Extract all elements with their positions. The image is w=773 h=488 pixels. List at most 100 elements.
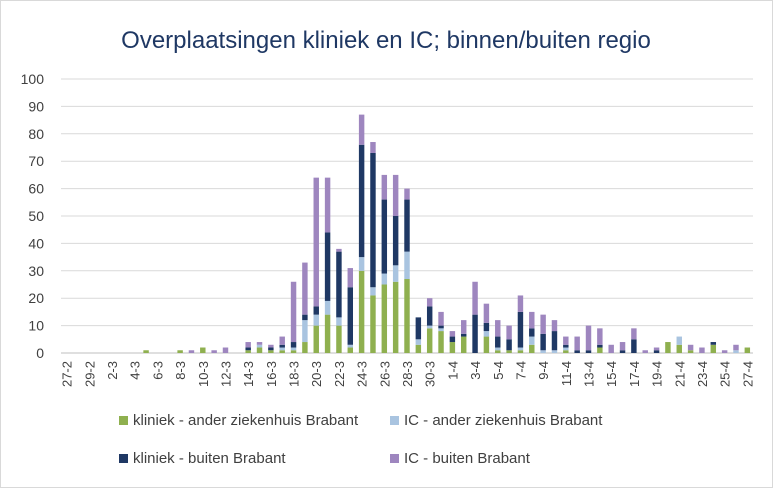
bar-segment <box>551 320 558 332</box>
x-tick-label: 18-3 <box>287 361 302 387</box>
bar-segment <box>358 114 365 145</box>
bar-segment <box>245 347 251 351</box>
bar-segment <box>551 331 558 351</box>
bar-segment <box>472 281 478 315</box>
legend-label: IC - buiten Brabant <box>404 450 531 467</box>
x-tick-label: 10-3 <box>196 361 211 387</box>
bar-segment <box>687 350 694 353</box>
bar-segment <box>302 262 308 315</box>
bar-segment <box>245 350 251 353</box>
bar-segment <box>733 350 739 353</box>
bar-segment <box>585 325 592 351</box>
legend-swatch <box>119 454 128 463</box>
bar-segment <box>347 347 354 353</box>
bar-segment <box>404 279 410 353</box>
bar-segment <box>268 347 274 351</box>
bar-segment <box>143 350 149 353</box>
x-tick-label: 14-3 <box>241 361 256 387</box>
x-tick-label: 4-3 <box>128 361 143 380</box>
bar-segment <box>290 350 297 353</box>
bar-segment <box>404 188 410 200</box>
bar-segment <box>336 325 342 353</box>
x-tick-label: 23-4 <box>695 361 710 387</box>
bar-segment <box>449 331 456 337</box>
bar-segment <box>642 350 648 353</box>
bar-segment <box>744 347 751 353</box>
x-tick-label: 26-3 <box>377 361 392 387</box>
bar-segment <box>302 320 308 343</box>
bar-segment <box>200 347 206 353</box>
bar-segment <box>495 347 501 351</box>
bar-segment <box>540 350 546 353</box>
y-tick-label: 60 <box>28 181 44 197</box>
x-tick-label: 13-4 <box>582 361 597 387</box>
bar-segment <box>597 328 603 345</box>
x-tick-label: 28-3 <box>400 361 415 387</box>
x-tick-label: 27-2 <box>60 361 75 387</box>
y-tick-label: 0 <box>36 345 44 361</box>
x-tick-label: 27-4 <box>740 361 755 387</box>
bar-segment <box>279 344 285 348</box>
bar-segment <box>370 152 376 288</box>
bar-segment <box>290 342 297 348</box>
bar-segment <box>563 336 569 345</box>
bar-segment <box>279 350 285 353</box>
bar-segment <box>517 295 524 312</box>
bar-segment <box>517 347 524 351</box>
bar-segment <box>256 347 263 353</box>
x-tick-label: 17-4 <box>627 361 642 387</box>
bar-segment <box>279 347 285 351</box>
x-tick-label: 3-4 <box>468 361 483 380</box>
bar-segment <box>347 268 354 288</box>
bar-segment <box>529 311 535 329</box>
bar-segment <box>358 257 365 271</box>
x-tick-label: 6-3 <box>150 361 165 380</box>
y-axis-ticks: 0 10 20 30 40 50 60 70 80 90 100 <box>21 71 45 361</box>
y-tick-label: 40 <box>28 235 44 251</box>
bar-segment <box>495 336 501 348</box>
bar-segment <box>460 336 467 353</box>
bar-segment <box>438 328 444 332</box>
bar-segment <box>506 325 512 340</box>
bars <box>143 114 751 353</box>
x-tick-label: 25-4 <box>718 361 733 387</box>
bar-segment <box>585 350 592 353</box>
bar-segment <box>211 350 217 353</box>
bar-segment <box>540 333 546 351</box>
bar-segment <box>710 344 717 353</box>
bar-segment <box>619 350 626 353</box>
chart-title: Overplaatsingen kliniek en IC; binnen/bu… <box>121 27 651 54</box>
bar-segment <box>313 177 319 307</box>
bar-segment <box>392 174 399 216</box>
y-tick-label: 10 <box>28 318 44 334</box>
bar-segment <box>529 336 535 345</box>
y-tick-label: 20 <box>28 290 44 306</box>
legend: kliniek - ander ziekenhuis Brabant IC - a… <box>119 412 603 467</box>
legend-label: kliniek - ander ziekenhuis Brabant <box>133 412 359 429</box>
x-tick-label: 2-3 <box>105 361 120 380</box>
bar-segment <box>506 350 512 353</box>
bar-segment <box>358 270 365 353</box>
bar-segment <box>347 287 354 345</box>
bar-segment <box>177 350 183 353</box>
bar-segment <box>597 347 603 353</box>
bar-segment <box>517 350 524 353</box>
legend-swatch <box>119 416 128 425</box>
bar-segment <box>426 306 433 326</box>
bar-segment <box>313 306 319 315</box>
bar-segment <box>540 314 546 334</box>
bar-segment <box>483 331 490 337</box>
bar-segment <box>324 314 331 353</box>
x-tick-label: 12-3 <box>218 361 233 387</box>
x-tick-label: 5-4 <box>491 361 506 380</box>
bar-segment <box>653 347 660 351</box>
x-tick-label: 16-3 <box>264 361 279 387</box>
bar-segment <box>563 347 569 351</box>
bar-segment <box>381 284 388 353</box>
bar-segment <box>358 144 365 258</box>
bar-segment <box>290 347 297 351</box>
bar-segment <box>381 273 388 285</box>
x-tick-label: 15-4 <box>604 361 619 387</box>
x-tick-label: 20-3 <box>309 361 324 387</box>
bar-segment <box>495 350 501 353</box>
